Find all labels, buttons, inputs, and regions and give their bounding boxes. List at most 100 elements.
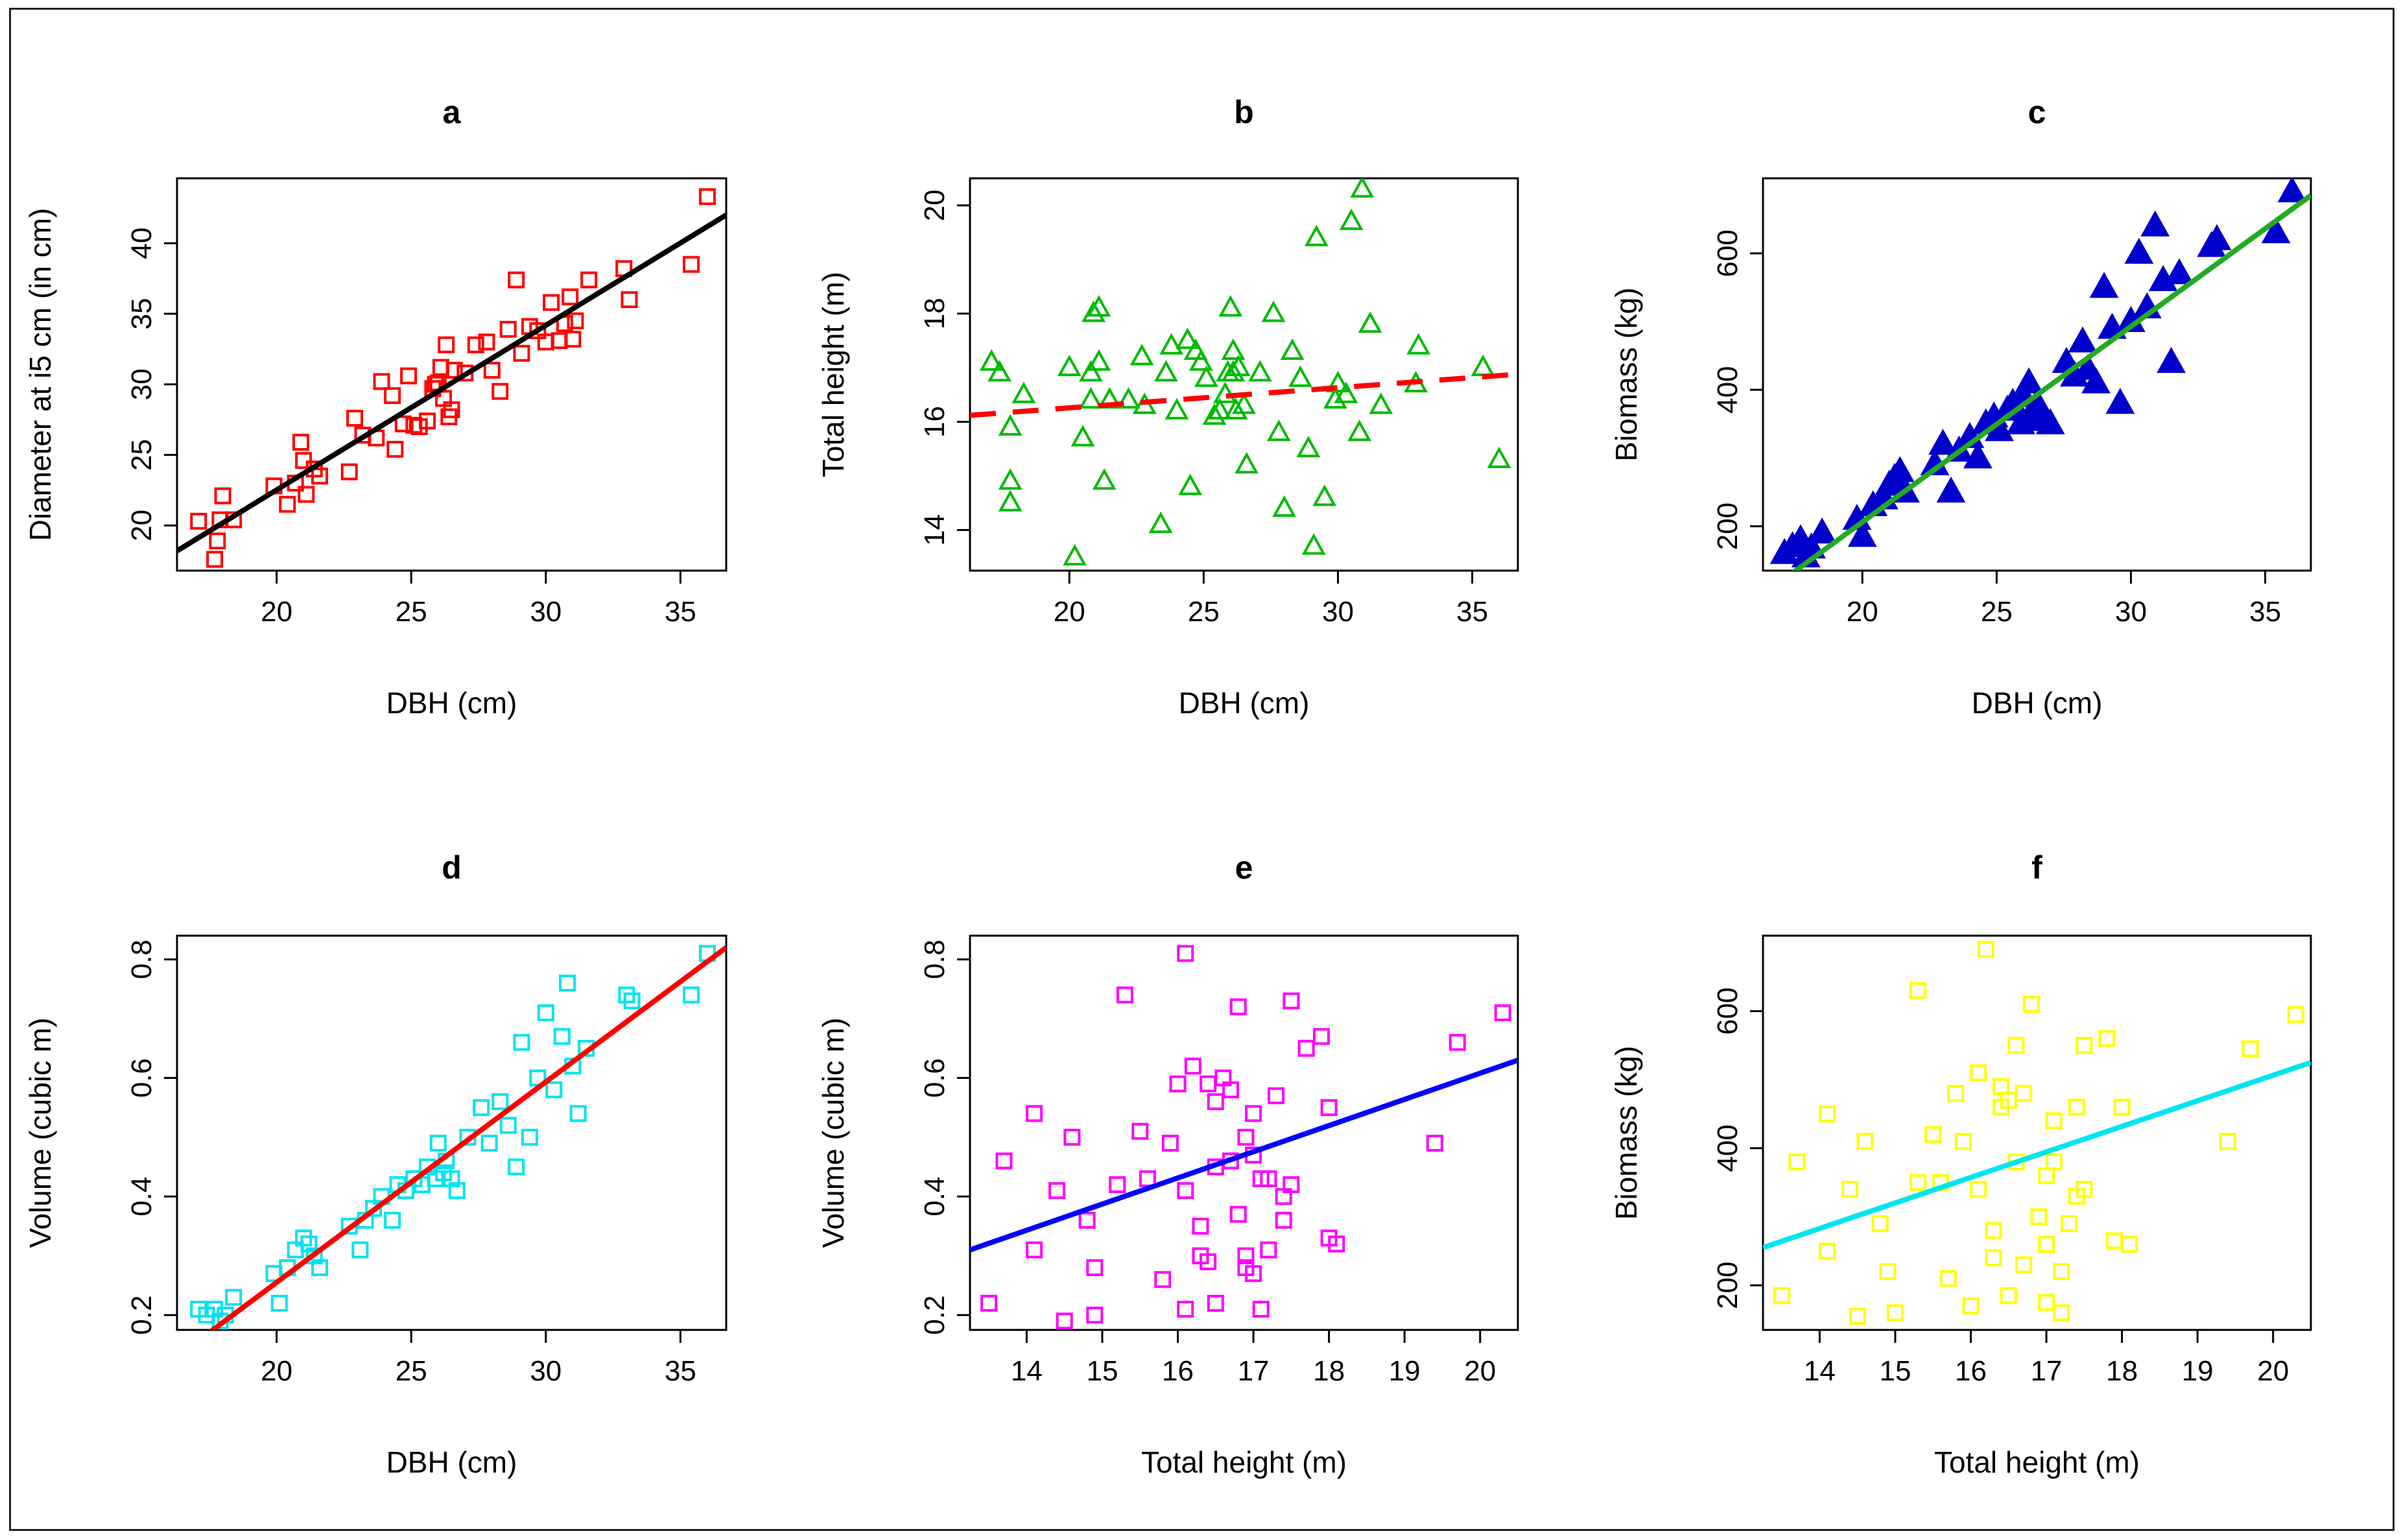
data-point (346, 409, 364, 427)
data-point (1819, 1242, 1836, 1260)
data-point (1063, 1128, 1081, 1146)
data-point (2105, 388, 2135, 414)
data-point (1283, 992, 1300, 1010)
data-point (1229, 1205, 1247, 1223)
data-point (1056, 1312, 1073, 1330)
data-point (1304, 224, 1329, 246)
x-tick-label: 20 (1054, 596, 1085, 628)
data-point (2015, 1085, 2033, 1102)
plot-frame (176, 934, 727, 1331)
data-point (1928, 429, 1957, 455)
data-point (1272, 495, 1297, 517)
panel-f: f 14 15 16 17 18 19 20 200 400 600 Total height (m)… (1609, 849, 2312, 1479)
data-point (1207, 397, 1232, 420)
data-point (305, 1247, 323, 1264)
data-point (1161, 1135, 1179, 1152)
data-point (1487, 446, 1511, 468)
data-point (2261, 217, 2291, 244)
data-point (1985, 1222, 2002, 1239)
data-point (298, 486, 315, 503)
data-point (1847, 521, 1877, 547)
y-tick-label: 35 (126, 298, 158, 329)
y-tick-label: 200 (1712, 503, 1744, 550)
fit-line (208, 945, 726, 1330)
x-axis-label: DBH (cm) (386, 1445, 517, 1479)
x-tick-label: 16 (1162, 1355, 1194, 1387)
data-point (483, 361, 501, 379)
data-point (567, 312, 584, 329)
y-tick-label: 0.8 (126, 940, 158, 979)
data-point (1082, 300, 1106, 322)
data-point (1221, 338, 1246, 361)
data-point (1200, 1253, 1217, 1270)
data-point (1350, 178, 1375, 198)
data-point (1268, 1087, 1285, 1104)
data-point (1977, 941, 1994, 958)
panel-title: e (1235, 849, 1253, 886)
data-point (2164, 258, 2194, 285)
data-point (448, 1182, 466, 1200)
data-point (998, 490, 1023, 512)
y-axis-label: Diameter at i5 cm (in cm) (23, 208, 57, 541)
data-point (1947, 1085, 1965, 1102)
x-tick-label: 19 (2182, 1355, 2214, 1387)
data-point (1202, 403, 1227, 425)
x-tick-label: 30 (1322, 596, 1354, 628)
fit-line (970, 372, 1518, 418)
data-point (1788, 1153, 1806, 1170)
data-point (1841, 1181, 1859, 1198)
x-tick-label: 20 (261, 596, 292, 628)
data-point (1296, 436, 1321, 458)
x-tick-label: 25 (396, 596, 427, 628)
data-point (513, 1034, 530, 1051)
x-axis-label: Total height (m) (1934, 1445, 2140, 1479)
data-point (1266, 420, 1291, 442)
data-point (1301, 533, 1326, 555)
data-point (2035, 408, 2065, 434)
data-point (683, 255, 700, 273)
panel-title: d (442, 849, 462, 886)
data-point (1245, 1105, 1262, 1122)
y-tick-label: 400 (1712, 366, 1744, 413)
data-point (1245, 1265, 1262, 1283)
data-point (1154, 1271, 1172, 1288)
data-point (2038, 1167, 2055, 1185)
x-tick-label: 17 (1238, 1355, 1270, 1387)
data-point (537, 1004, 554, 1021)
panel-a: a 20 25 30 35 20 25 30 35 40 DBH (cm) Diameter at i… (23, 94, 727, 720)
data-point (190, 512, 207, 530)
x-tick-label: 30 (530, 1355, 562, 1387)
data-point (543, 294, 560, 311)
data-point (1909, 1174, 1926, 1191)
data-point (478, 333, 495, 351)
y-tick-label: 600 (1712, 230, 1744, 277)
y-axis-label: Biomass (kg) (1609, 287, 1643, 461)
fit-line (970, 1058, 1518, 1253)
data-point (1222, 1081, 1240, 1098)
data-point (351, 1241, 369, 1259)
data-point (1369, 392, 1393, 414)
y-tick-label: 20 (126, 510, 158, 541)
panel-title: a (443, 94, 462, 130)
x-tick-label: 18 (2106, 1355, 2138, 1387)
data-point (2287, 1006, 2304, 1023)
data-point (1339, 208, 1364, 230)
plot-frame (969, 934, 1519, 1331)
y-axis-label: Total height (m) (816, 272, 850, 477)
data-point (980, 1294, 998, 1312)
data-point (1879, 1263, 1897, 1281)
data-point (521, 1128, 538, 1146)
data-point (2045, 1153, 2063, 1170)
plot-frame (1762, 177, 2312, 572)
y-tick-label: 20 (919, 189, 951, 221)
data-point (508, 1158, 525, 1176)
x-tick-label: 17 (2031, 1355, 2063, 1387)
x-axis-label: Total height (m) (1141, 1445, 1347, 1479)
data-point (1057, 354, 1082, 377)
data-point (1207, 1093, 1224, 1110)
data-point (1169, 1075, 1187, 1093)
data-points (190, 188, 716, 568)
data-point (1963, 442, 1993, 469)
data-point (1078, 360, 1103, 382)
